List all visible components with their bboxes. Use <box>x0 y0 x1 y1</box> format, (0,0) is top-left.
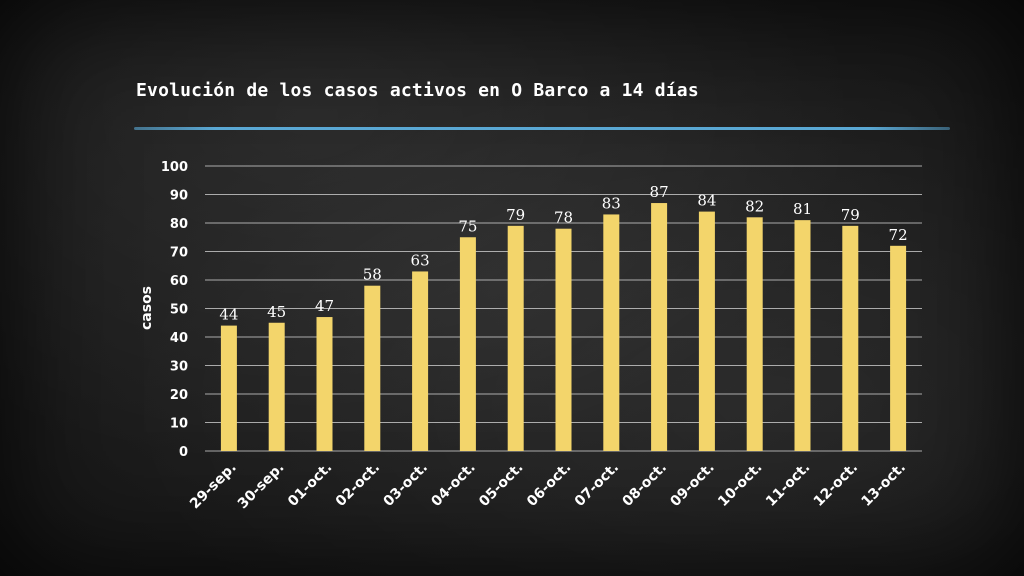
x-tick-label: 09-oct. <box>667 460 717 510</box>
y-tick-label: 100 <box>161 160 188 175</box>
x-tick-label: 11-oct. <box>763 460 813 510</box>
y-tick-label: 40 <box>170 331 188 346</box>
x-tick-label: 07-oct. <box>572 460 622 510</box>
x-tick-label: 12-oct. <box>811 460 861 510</box>
x-tick-label: 10-oct. <box>715 460 765 510</box>
bar-value-label: 44 <box>219 306 238 324</box>
y-tick-label: 20 <box>170 388 188 403</box>
bar-value-label: 63 <box>411 251 430 269</box>
bar <box>555 228 572 451</box>
bars <box>220 203 907 451</box>
bar <box>890 245 907 451</box>
x-tick-label: 30-sep. <box>235 460 288 513</box>
x-tick-label: 08-oct. <box>620 460 670 510</box>
bar <box>412 271 429 451</box>
bar-value-label: 47 <box>315 297 334 315</box>
y-tick-label: 10 <box>170 417 188 432</box>
x-tick-label: 13-oct. <box>859 460 909 510</box>
y-axis-ticks: 0 10 20 30 40 50 60 70 80 90 100 <box>161 160 188 460</box>
bar-value-label: 78 <box>554 209 573 227</box>
y-tick-label: 90 <box>170 189 188 204</box>
bar <box>842 225 859 451</box>
bar <box>268 322 285 451</box>
x-axis-labels: 29-sep.30-sep.01-oct.02-oct.03-oct.04-oc… <box>187 460 909 513</box>
bar-value-label: 79 <box>506 206 525 224</box>
y-tick-label: 50 <box>170 303 188 318</box>
bar-value-label: 84 <box>697 192 716 210</box>
x-tick-label: 05-oct. <box>476 460 526 510</box>
y-tick-label: 70 <box>170 246 188 261</box>
bar <box>364 285 381 451</box>
bar-value-label: 58 <box>363 266 382 284</box>
x-tick-label: 06-oct. <box>524 460 574 510</box>
y-axis-label: casos <box>139 286 155 330</box>
data-labels: 44 45 47 58 63 75 79 78 83 87 84 82 81 79 72 <box>219 183 907 324</box>
x-tick-label: 04-oct. <box>428 460 478 510</box>
y-tick-label: 0 <box>179 445 188 460</box>
y-tick-label: 60 <box>170 274 188 289</box>
chart-title: Evolución de los casos activos en O Barc… <box>136 80 699 101</box>
x-tick-label: 03-oct. <box>381 460 431 510</box>
x-tick-label: 29-sep. <box>187 460 240 513</box>
bar-value-label: 75 <box>458 217 477 235</box>
bar-value-label: 83 <box>602 194 621 212</box>
bar <box>316 317 333 451</box>
bar-value-label: 79 <box>841 206 860 224</box>
y-tick-label: 30 <box>170 360 188 375</box>
x-tick-label: 02-oct. <box>333 460 383 510</box>
bar-value-label: 87 <box>650 183 669 201</box>
bar-value-label: 81 <box>793 200 812 218</box>
bar <box>507 225 524 451</box>
bar-value-label: 82 <box>745 197 764 215</box>
x-tick-label: 01-oct. <box>285 460 335 510</box>
title-underline <box>134 127 950 130</box>
bar <box>459 237 476 451</box>
y-tick-label: 80 <box>170 217 188 232</box>
bar-value-label: 72 <box>889 226 908 244</box>
bar <box>746 217 763 451</box>
bar <box>651 203 668 451</box>
bar <box>698 211 715 451</box>
bar <box>220 325 237 451</box>
bar <box>603 214 620 451</box>
bar-value-label: 45 <box>267 303 286 321</box>
bar <box>794 220 811 451</box>
